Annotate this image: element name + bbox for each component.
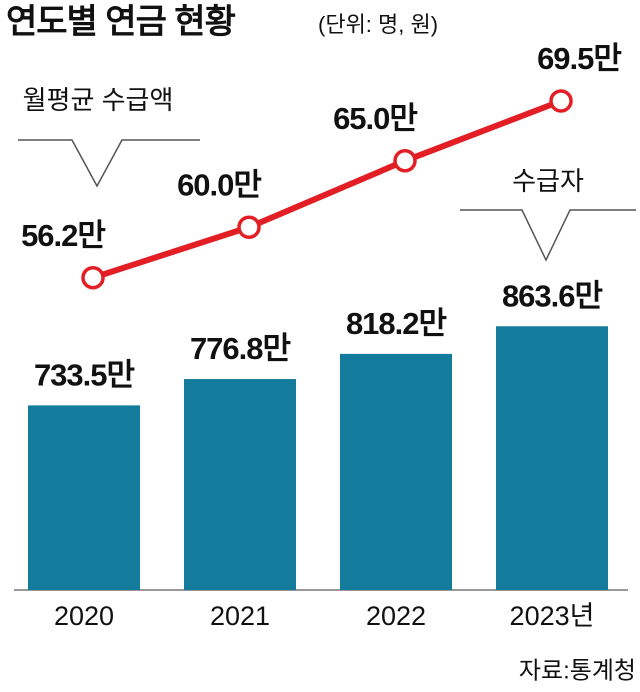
source: 자료:통계청	[519, 657, 636, 684]
x-tick-label: 2022	[366, 601, 426, 631]
chart-subtitle: (단위: 명, 원)	[318, 12, 438, 37]
data-label: 818.2만	[346, 306, 447, 341]
data-label: 60.0만	[177, 167, 261, 202]
data-label: 776.8만	[190, 331, 291, 366]
chart-title: 연도별 연금 현황	[6, 3, 236, 41]
annotation: 수급자	[512, 166, 584, 196]
bar	[28, 405, 140, 590]
annotation: 월평균 수급액	[23, 85, 174, 115]
bar	[340, 353, 452, 590]
data-label: 69.5만	[537, 41, 621, 76]
x-tick-label: 2023년	[510, 601, 595, 631]
bar	[496, 326, 608, 590]
callout	[460, 209, 636, 262]
point	[393, 149, 417, 173]
point	[81, 265, 105, 290]
data-label: 65.0만	[333, 101, 417, 136]
x-tick-label: 2021	[210, 601, 270, 631]
point	[549, 89, 573, 113]
data-label: 56.2만	[21, 218, 105, 253]
data-label: 863.6만	[502, 278, 603, 313]
point	[237, 215, 261, 239]
data-label: 733.5만	[34, 358, 135, 393]
callout	[18, 139, 200, 188]
x-tick-label: 2020	[54, 601, 114, 631]
line	[92, 98, 563, 281]
bar	[184, 379, 296, 590]
